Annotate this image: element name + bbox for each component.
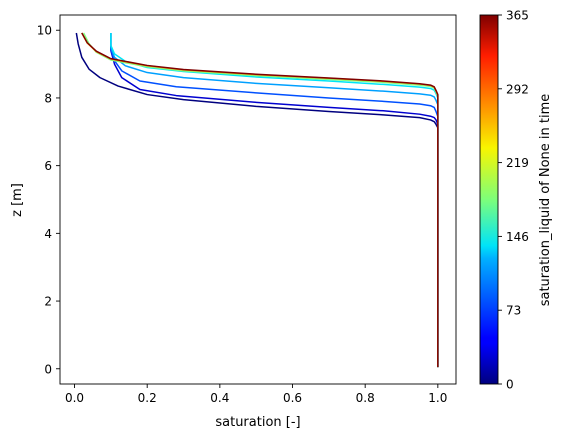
series-line-0 bbox=[75, 32, 439, 368]
colorbar-tick-label-0: 0 bbox=[506, 378, 514, 392]
series-line-7 bbox=[81, 32, 439, 368]
plot-area bbox=[60, 15, 456, 384]
colorbar-tick-label-1: 73 bbox=[506, 304, 521, 318]
y-tick-label-0: 0 bbox=[44, 362, 52, 376]
y-tick-label-4: 8 bbox=[44, 91, 52, 105]
series-layer bbox=[75, 32, 439, 368]
series-line-1 bbox=[110, 32, 439, 368]
x-tick-label-1: 0.2 bbox=[138, 391, 157, 405]
x-tick-label-3: 0.6 bbox=[283, 391, 302, 405]
y-tick-label-1: 2 bbox=[44, 295, 52, 309]
y-axis-label: z [m] bbox=[10, 183, 25, 217]
colorbar-tick-label-5: 365 bbox=[506, 9, 529, 23]
x-tick-label-5: 1.0 bbox=[428, 391, 447, 405]
plot-frame bbox=[59, 14, 457, 385]
y-tick-label-5: 10 bbox=[37, 24, 52, 38]
colorbar-tick-label-3: 219 bbox=[506, 156, 529, 170]
colorbar-tick-label-4: 292 bbox=[506, 82, 529, 96]
x-axis: 0.0 0.2 0.4 0.6 0.8 1.0 bbox=[65, 384, 447, 405]
x-tick-label-4: 0.8 bbox=[356, 391, 375, 405]
colorbar-tick-label-2: 146 bbox=[506, 230, 529, 244]
series-line-2 bbox=[110, 32, 439, 368]
colorbar-label: saturation_liquid of None in time bbox=[538, 94, 553, 307]
y-tick-label-2: 4 bbox=[44, 227, 52, 241]
colorbar-axis: 0 73 146 219 292 365 bbox=[498, 9, 529, 392]
x-tick-label-0: 0.0 bbox=[65, 391, 84, 405]
colorbar bbox=[479, 14, 499, 385]
series-line-4 bbox=[110, 32, 439, 368]
y-axis: 0 2 4 6 8 10 bbox=[37, 24, 60, 376]
x-axis-label: saturation [-] bbox=[215, 415, 300, 430]
x-tick-label-2: 0.4 bbox=[210, 391, 229, 405]
y-tick-label-3: 6 bbox=[44, 159, 52, 173]
